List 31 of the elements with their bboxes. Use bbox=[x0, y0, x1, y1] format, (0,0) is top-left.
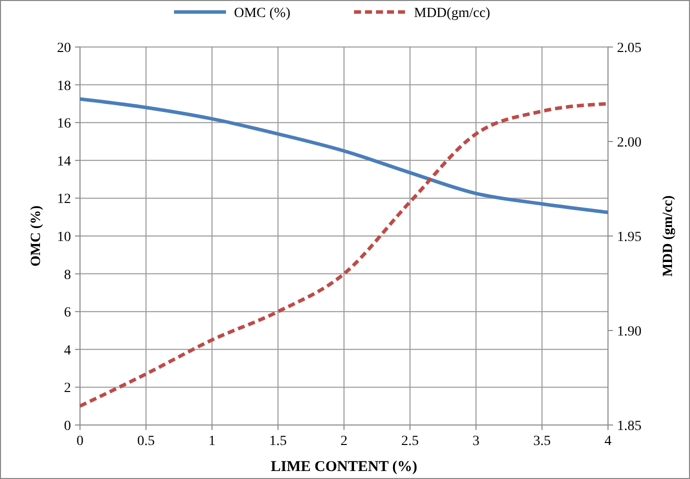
legend-label: MDD(gm/cc) bbox=[414, 6, 491, 21]
y-tick-label: 20 bbox=[57, 41, 71, 56]
y2-tick-label: 1.90 bbox=[617, 324, 642, 340]
x-tick-label: 4 bbox=[604, 434, 612, 449]
x-tick-label: 0.5 bbox=[137, 434, 155, 449]
y2-tick-label: 1.85 bbox=[617, 419, 642, 434]
y2-tick-label: 2.00 bbox=[617, 136, 642, 150]
x-tick-label: 1.5 bbox=[269, 434, 287, 449]
x-tick-label: 2.5 bbox=[401, 434, 419, 449]
x-tick-label: 0 bbox=[76, 434, 84, 449]
y-tick-label: 2 bbox=[64, 381, 71, 396]
y-tick-label: 18 bbox=[57, 78, 71, 94]
y2-tick-label: 1.95 bbox=[617, 230, 642, 245]
x-axis-title: LIME CONTENT (%) bbox=[270, 459, 418, 475]
y2-axis-title: MDD (gm/cc) bbox=[661, 195, 676, 277]
x-tick-label: 3 bbox=[472, 434, 480, 449]
y-tick-label: 10 bbox=[57, 230, 71, 245]
x-tick-label: 1 bbox=[208, 434, 216, 449]
y2-tick-label: 2.05 bbox=[617, 41, 642, 56]
y-tick-label: 12 bbox=[57, 192, 71, 208]
y-tick-label: 8 bbox=[64, 268, 71, 283]
y-axis-title: OMC (%) bbox=[29, 205, 44, 267]
x-tick-label: 2 bbox=[340, 434, 348, 449]
y-tick-label: 4 bbox=[64, 343, 71, 358]
x-tick-label: 3.5 bbox=[533, 434, 551, 449]
y-tick-label: 6 bbox=[64, 306, 71, 321]
legend-label: OMC (%) bbox=[234, 6, 291, 21]
line-series bbox=[78, 97, 610, 214]
y-tick-label: 16 bbox=[57, 116, 71, 132]
y-tick-label: 0 bbox=[64, 419, 71, 434]
y-tick-label: 14 bbox=[57, 154, 71, 170]
